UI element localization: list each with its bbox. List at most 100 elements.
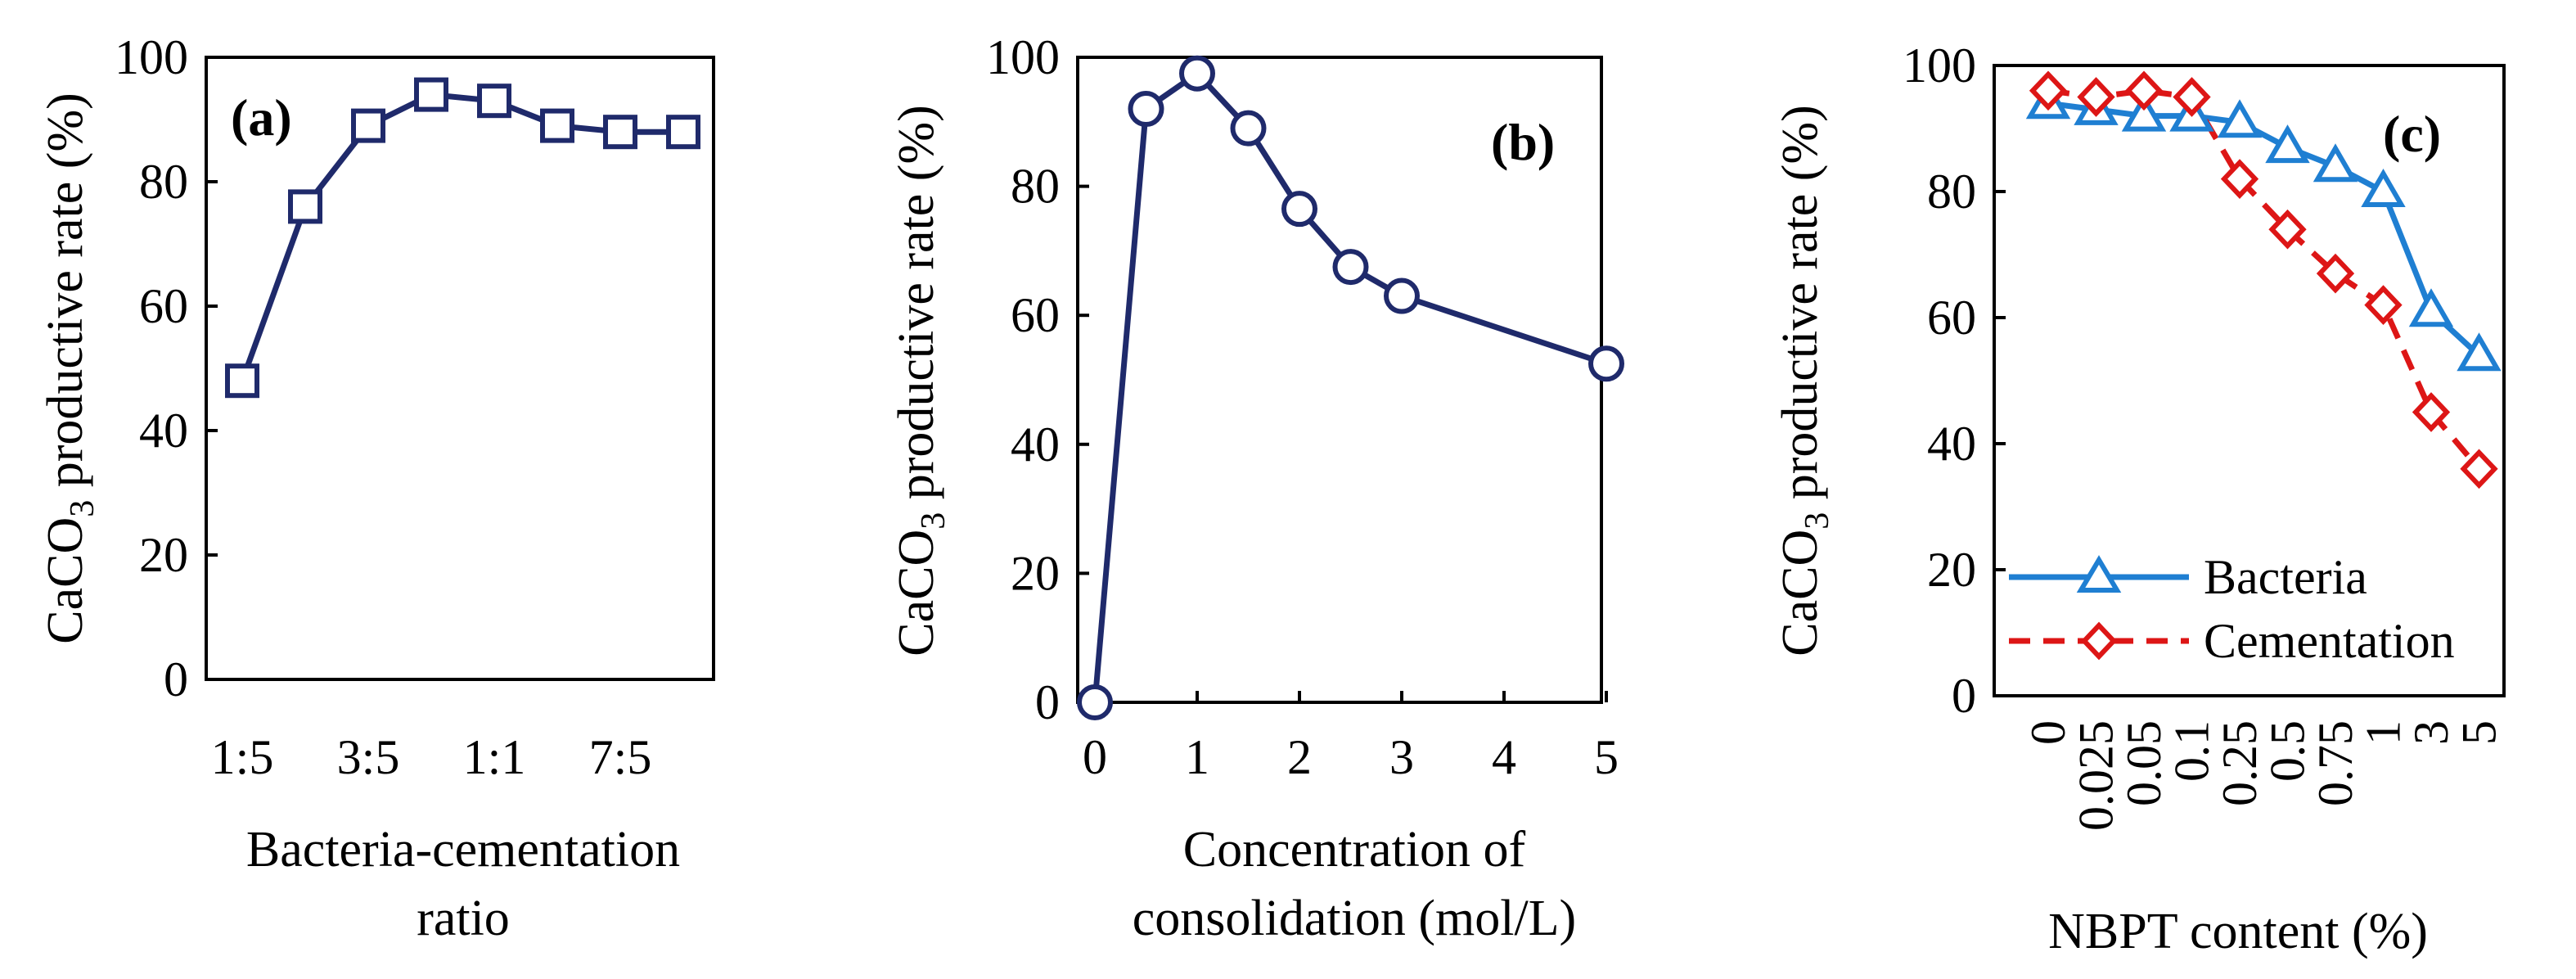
- x-tick-label-a-4: 1:1: [463, 730, 526, 784]
- data-point-c-bacteria-2: [2121, 92, 2167, 132]
- y-ticks-b: 0 20 40 60 80 100: [986, 30, 1089, 729]
- x-tick-label-b-1: 1: [1185, 730, 1209, 784]
- y-tick-label-b-4: 80: [1011, 160, 1060, 214]
- y-tick-label-c-5: 100: [1903, 38, 1976, 92]
- data-point-c-cementation-3: [2173, 77, 2211, 117]
- data-point-c-bacteria-9: [2457, 332, 2502, 372]
- y-axis-label-b-sub: 3: [915, 512, 952, 530]
- y-ticks-c: 0 20 40 60 80 100: [1903, 38, 2006, 723]
- legend-marker-bacteria: [2076, 555, 2122, 593]
- data-point-b-5: [1332, 249, 1369, 286]
- legend-label-bacteria: Bacteria: [2204, 550, 2367, 604]
- data-point-a-4: [477, 83, 511, 119]
- data-point-c-cementation-6: [2316, 253, 2355, 294]
- x-tick-label-c-4: 0.25: [2213, 720, 2267, 806]
- y-axis-label-a-sub: 3: [64, 500, 101, 517]
- y-axis-label-a-post: productive rate (%): [38, 92, 93, 499]
- x-tick-label-c-1: 0.025: [2069, 720, 2123, 831]
- y-tick-label-c-4: 80: [1927, 165, 1976, 219]
- series-c: [2025, 70, 2502, 490]
- series-b: [1077, 55, 1624, 720]
- data-point-c-bacteria-8: [2408, 288, 2454, 327]
- series-line-c-cementation: [2047, 88, 2482, 471]
- y-axis-label-a: CaCO3 productive rate (%): [38, 92, 101, 643]
- x-ticks-a: 1:5 3:5 1:1 7:5: [211, 730, 652, 784]
- legend-marker-cementation: [2080, 621, 2118, 661]
- x-tick-label-a-2: 3:5: [337, 730, 400, 784]
- y-tick-label-b-5: 100: [986, 30, 1060, 84]
- x-tick-label-a-0: 1:5: [211, 730, 274, 784]
- x-ticks-b: 0 1 2 3 4 5: [1083, 691, 1619, 784]
- x-axis-label-a-line1: Bacteria-cementation: [246, 822, 680, 877]
- y-tick-label-a-5: 100: [115, 30, 188, 84]
- plot-frame-a: [205, 56, 715, 681]
- x-tick-label-c-2: 0.05: [2117, 720, 2171, 806]
- y-tick-label-a-1: 20: [139, 528, 188, 582]
- x-tick-label-c-9: 5: [2452, 720, 2506, 745]
- data-point-a-2: [351, 108, 385, 143]
- data-point-b-2: [1179, 55, 1215, 92]
- x-tick-label-c-7: 1: [2357, 720, 2411, 745]
- data-point-a-5: [540, 108, 574, 143]
- panel-label-b: (b): [1491, 113, 1555, 171]
- x-tick-label-a-6: 7:5: [589, 730, 652, 784]
- x-tick-label-b-4: 4: [1492, 730, 1516, 784]
- data-point-c-cementation-4: [2220, 159, 2259, 199]
- series-line-c-bacteria: [2047, 100, 2481, 358]
- data-point-c-bacteria-4: [2217, 99, 2263, 138]
- data-point-c-cementation-5: [2268, 209, 2307, 250]
- x-tick-label-c-0: 0: [2021, 720, 2075, 745]
- data-point-b-7: [1588, 345, 1624, 382]
- panel-a: 0 20 40 60 80 100 1:5 3:5 1:1 7:5 (a) CaCO3 prod…: [38, 30, 715, 946]
- y-axis-label-c-post: productive rate (%): [1772, 105, 1828, 512]
- y-tick-label-c-2: 40: [1927, 417, 1976, 471]
- panel-label-a: (a): [231, 88, 292, 147]
- x-tick-label-c-6: 0.75: [2308, 720, 2362, 806]
- y-tick-label-a-0: 0: [164, 652, 188, 706]
- y-tick-label-b-1: 20: [1011, 546, 1060, 600]
- y-axis-label-b: CaCO3 productive rate (%): [889, 105, 952, 656]
- data-point-c-cementation-9: [2460, 449, 2498, 490]
- x-tick-label-b-3: 3: [1389, 730, 1414, 784]
- y-axis-label-c-pre: CaCO: [1772, 530, 1828, 656]
- y-tick-label-b-2: 40: [1011, 417, 1060, 471]
- y-axis-label-b-pre: CaCO: [889, 530, 944, 656]
- x-tick-label-b-5: 5: [1594, 730, 1619, 784]
- y-axis-label-a-pre: CaCO: [38, 517, 93, 644]
- y-axis-label-c: CaCO3 productive rate (%): [1772, 105, 1836, 656]
- x-tick-label-b-0: 0: [1083, 730, 1107, 784]
- y-tick-label-c-1: 20: [1927, 543, 1976, 597]
- data-point-c-cementation-7: [2364, 285, 2403, 325]
- data-point-c-cementation-8: [2412, 392, 2451, 432]
- data-point-a-6: [603, 115, 637, 150]
- y-tick-label-a-2: 40: [139, 404, 188, 458]
- data-point-b-1: [1128, 91, 1164, 128]
- data-point-b-0: [1077, 684, 1113, 720]
- x-axis-label-a-line2: ratio: [417, 891, 510, 946]
- x-tick-label-c-8: 3: [2404, 720, 2458, 745]
- panel-label-c: (c): [2383, 105, 2441, 163]
- data-point-c-bacteria-7: [2361, 169, 2406, 207]
- data-point-a-0: [225, 363, 259, 399]
- x-axis-label-b-line2: consolidation (mol/L): [1133, 891, 1576, 946]
- x-axis-label-c: NBPT content (%): [2048, 904, 2428, 959]
- y-tick-label-b-3: 60: [1011, 288, 1060, 342]
- data-point-a-7: [666, 115, 700, 150]
- x-tick-label-b-2: 2: [1287, 730, 1312, 784]
- y-axis-label-b-post: productive rate (%): [889, 105, 944, 512]
- x-tick-label-c-5: 0.5: [2261, 720, 2315, 782]
- data-point-b-3: [1230, 110, 1267, 147]
- y-ticks-a: 0 20 40 60 80 100: [115, 30, 218, 706]
- data-point-c-bacteria-6: [2313, 143, 2358, 183]
- data-point-c-bacteria-5: [2265, 124, 2310, 164]
- x-tick-label-c-3: 0.1: [2165, 720, 2219, 782]
- y-tick-label-b-0: 0: [1035, 675, 1060, 729]
- data-point-b-6: [1384, 277, 1420, 314]
- y-tick-label-a-4: 80: [139, 155, 188, 209]
- series-a: [225, 77, 700, 399]
- data-point-a-3: [414, 77, 448, 112]
